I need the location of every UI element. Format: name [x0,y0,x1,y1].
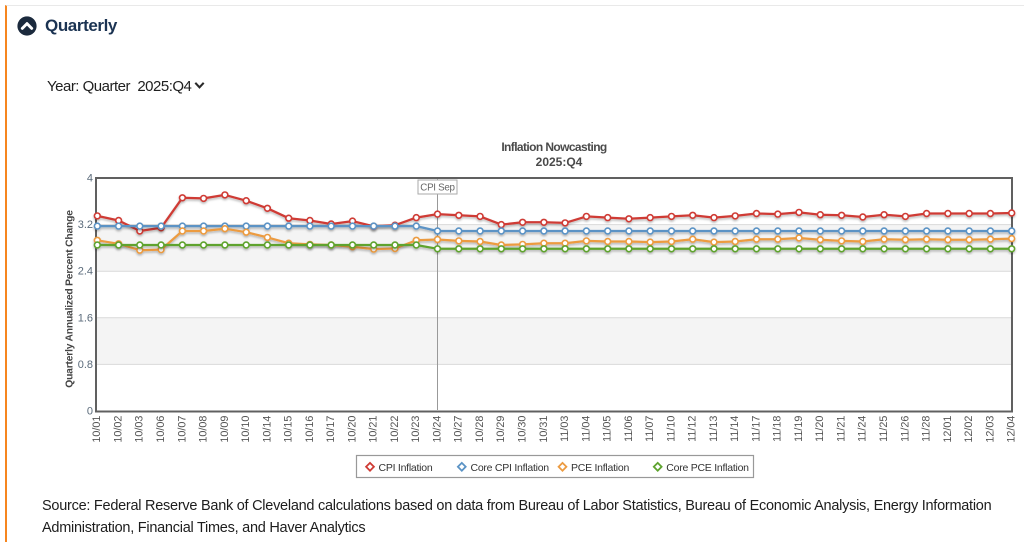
svg-text:11/07: 11/07 [644,416,656,442]
svg-text:4: 4 [87,173,93,185]
svg-text:PCE Inflation: PCE Inflation [571,462,629,474]
svg-text:11/26: 11/26 [899,416,911,442]
svg-text:11/04: 11/04 [580,416,592,442]
svg-text:12/01: 12/01 [942,416,954,443]
svg-text:11/25: 11/25 [878,416,890,442]
svg-text:11/20: 11/20 [814,416,826,442]
svg-text:12/02: 12/02 [963,416,975,443]
svg-text:11/21: 11/21 [836,416,848,442]
svg-text:10/27: 10/27 [453,416,465,443]
svg-text:1.6: 1.6 [78,312,93,324]
svg-text:10/02: 10/02 [113,416,125,443]
svg-text:10/29: 10/29 [495,416,507,443]
svg-text:10/23: 10/23 [410,416,422,443]
svg-text:11/17: 11/17 [750,416,762,442]
svg-text:10/16: 10/16 [304,416,316,443]
svg-text:2025:Q4: 2025:Q4 [536,155,583,169]
svg-text:0.8: 0.8 [78,359,93,371]
svg-text:10/03: 10/03 [134,416,146,443]
svg-text:10/01: 10/01 [91,416,103,443]
svg-text:12/04: 12/04 [1006,416,1018,443]
svg-text:Quarterly Annualized Percent C: Quarterly Annualized Percent Change [65,210,76,388]
svg-text:10/07: 10/07 [176,416,188,443]
svg-text:11/05: 11/05 [602,416,614,442]
svg-text:11/24: 11/24 [857,416,869,442]
svg-text:10/10: 10/10 [240,416,252,443]
svg-text:10/31: 10/31 [538,416,550,443]
svg-text:Core PCE Inflation: Core PCE Inflation [666,462,749,474]
svg-text:0: 0 [87,406,93,418]
svg-text:10/08: 10/08 [198,416,210,443]
svg-text:11/18: 11/18 [772,416,784,442]
svg-text:10/06: 10/06 [155,416,167,443]
svg-text:11/19: 11/19 [793,416,805,442]
svg-text:11/03: 11/03 [559,416,571,442]
svg-text:10/24: 10/24 [431,416,443,443]
svg-text:11/10: 11/10 [665,416,677,442]
svg-text:10/17: 10/17 [325,416,337,443]
svg-text:CPI Inflation: CPI Inflation [379,462,433,474]
svg-text:10/09: 10/09 [219,416,231,443]
svg-text:10/28: 10/28 [474,416,486,443]
svg-text:10/21: 10/21 [368,416,380,443]
svg-text:11/14: 11/14 [729,416,741,442]
svg-text:12/03: 12/03 [984,416,996,443]
svg-text:CPI Sep: CPI Sep [420,183,455,194]
svg-text:10/14: 10/14 [261,416,273,443]
svg-text:2.4: 2.4 [78,266,93,278]
svg-text:3.2: 3.2 [78,219,93,231]
svg-text:10/20: 10/20 [346,416,358,443]
svg-text:11/13: 11/13 [708,416,720,442]
svg-text:11/28: 11/28 [921,416,933,442]
svg-text:Core CPI Inflation: Core CPI Inflation [471,462,550,474]
svg-text:10/30: 10/30 [517,416,529,443]
svg-text:Inflation Nowcasting: Inflation Nowcasting [501,140,607,154]
svg-text:10/15: 10/15 [283,416,295,443]
svg-text:10/22: 10/22 [389,416,401,443]
svg-text:11/06: 11/06 [623,416,635,442]
svg-text:11/12: 11/12 [687,416,699,442]
